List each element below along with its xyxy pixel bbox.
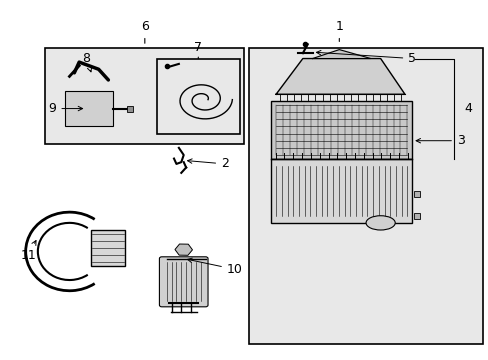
Ellipse shape (366, 216, 394, 230)
Text: 4: 4 (463, 102, 471, 115)
Polygon shape (276, 59, 404, 94)
Text: 1: 1 (335, 20, 343, 41)
Bar (249, 48, 482, 344)
Text: 9: 9 (48, 102, 82, 115)
Bar (45, 48, 244, 144)
Text: 2: 2 (187, 157, 228, 170)
Text: 5: 5 (316, 50, 415, 65)
Bar (64, 91, 113, 126)
Bar (271, 158, 411, 223)
Text: 3: 3 (415, 134, 464, 147)
FancyBboxPatch shape (159, 257, 207, 307)
Bar (91, 230, 125, 266)
Text: 7: 7 (194, 41, 202, 59)
Bar (271, 102, 411, 158)
Bar (157, 59, 239, 134)
Polygon shape (312, 50, 370, 59)
Text: 6: 6 (141, 20, 148, 43)
Text: 10: 10 (187, 258, 242, 276)
Text: 11: 11 (20, 240, 36, 261)
Text: 8: 8 (82, 52, 91, 72)
